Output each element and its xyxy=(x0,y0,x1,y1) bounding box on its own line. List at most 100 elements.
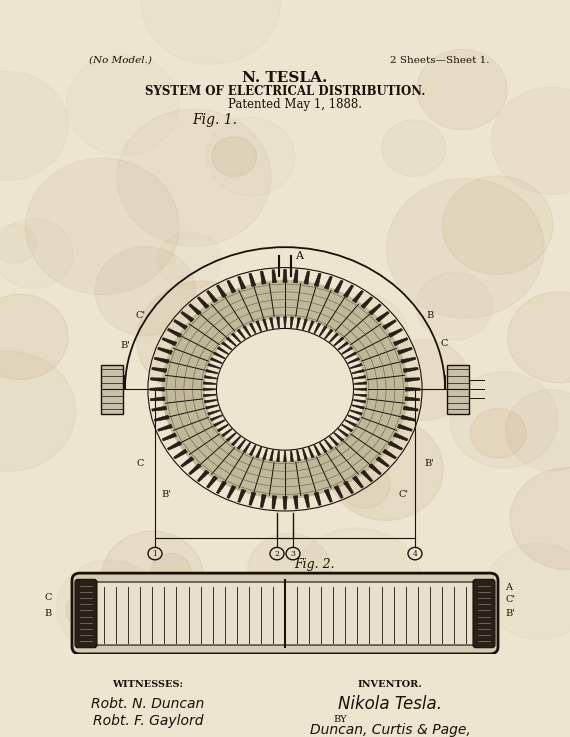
Polygon shape xyxy=(217,285,226,298)
Polygon shape xyxy=(204,399,217,403)
Polygon shape xyxy=(338,342,348,350)
Polygon shape xyxy=(270,450,274,461)
Polygon shape xyxy=(382,320,396,329)
Polygon shape xyxy=(168,441,182,450)
Polygon shape xyxy=(214,419,225,427)
Polygon shape xyxy=(303,449,307,460)
Polygon shape xyxy=(341,346,353,354)
Polygon shape xyxy=(207,410,220,415)
Text: Duncan, Curtis & Page,: Duncan, Curtis & Page, xyxy=(310,723,470,737)
Polygon shape xyxy=(334,433,344,441)
Circle shape xyxy=(261,591,331,653)
Polygon shape xyxy=(314,273,321,287)
Polygon shape xyxy=(284,451,286,462)
Text: A: A xyxy=(505,583,512,592)
Text: 4: 4 xyxy=(413,550,417,558)
Polygon shape xyxy=(348,357,360,363)
FancyBboxPatch shape xyxy=(75,579,97,648)
Polygon shape xyxy=(352,290,364,303)
Text: B: B xyxy=(426,310,433,320)
Polygon shape xyxy=(189,304,201,315)
Text: A: A xyxy=(295,251,303,261)
Polygon shape xyxy=(283,269,287,282)
Polygon shape xyxy=(210,415,222,421)
Polygon shape xyxy=(291,317,294,328)
Text: Robt. N. Duncan: Robt. N. Duncan xyxy=(91,696,205,710)
Polygon shape xyxy=(404,368,418,372)
Polygon shape xyxy=(222,429,232,437)
Polygon shape xyxy=(206,290,218,303)
Circle shape xyxy=(417,49,507,130)
Text: WITNESSES:: WITNESSES: xyxy=(112,680,184,688)
Polygon shape xyxy=(168,329,182,338)
Polygon shape xyxy=(341,425,353,432)
FancyBboxPatch shape xyxy=(72,573,498,654)
Polygon shape xyxy=(237,439,246,450)
Polygon shape xyxy=(344,285,353,298)
Circle shape xyxy=(210,582,259,625)
Polygon shape xyxy=(382,449,396,459)
Polygon shape xyxy=(238,276,246,290)
Polygon shape xyxy=(162,433,177,441)
Polygon shape xyxy=(361,297,373,309)
Text: C': C' xyxy=(505,595,515,604)
Circle shape xyxy=(102,531,203,621)
Polygon shape xyxy=(352,369,364,374)
Polygon shape xyxy=(150,378,165,382)
Polygon shape xyxy=(404,406,418,411)
Polygon shape xyxy=(348,415,360,421)
Polygon shape xyxy=(355,388,367,391)
Polygon shape xyxy=(238,489,246,503)
Polygon shape xyxy=(256,321,262,332)
Polygon shape xyxy=(329,436,339,446)
Polygon shape xyxy=(227,280,236,293)
Polygon shape xyxy=(203,388,215,391)
Polygon shape xyxy=(319,326,327,336)
Polygon shape xyxy=(350,363,363,368)
Polygon shape xyxy=(284,317,286,327)
Polygon shape xyxy=(314,323,321,334)
Polygon shape xyxy=(207,363,220,368)
Bar xyxy=(447,365,469,413)
Circle shape xyxy=(26,158,179,295)
Circle shape xyxy=(442,176,553,274)
Polygon shape xyxy=(214,352,225,359)
Polygon shape xyxy=(260,271,266,284)
Polygon shape xyxy=(181,312,194,322)
Polygon shape xyxy=(388,441,402,450)
Text: 2: 2 xyxy=(275,550,279,558)
Polygon shape xyxy=(334,337,344,346)
Polygon shape xyxy=(393,433,408,441)
Polygon shape xyxy=(353,375,366,379)
Polygon shape xyxy=(152,406,166,411)
Polygon shape xyxy=(272,496,276,509)
Text: C': C' xyxy=(135,310,145,320)
Circle shape xyxy=(491,87,570,195)
Polygon shape xyxy=(237,329,246,339)
Polygon shape xyxy=(344,481,353,494)
Circle shape xyxy=(205,318,365,460)
Polygon shape xyxy=(397,347,412,354)
Polygon shape xyxy=(162,338,177,346)
Text: B': B' xyxy=(505,609,515,618)
Polygon shape xyxy=(296,450,300,461)
Polygon shape xyxy=(303,319,307,329)
Polygon shape xyxy=(314,492,321,506)
Polygon shape xyxy=(334,280,343,293)
Polygon shape xyxy=(227,486,236,498)
Circle shape xyxy=(248,533,331,607)
Polygon shape xyxy=(324,489,332,503)
Polygon shape xyxy=(401,357,416,363)
Polygon shape xyxy=(249,445,256,455)
Polygon shape xyxy=(405,388,420,391)
Circle shape xyxy=(0,352,76,471)
Polygon shape xyxy=(324,276,332,290)
Polygon shape xyxy=(314,445,321,455)
Polygon shape xyxy=(249,323,256,334)
Text: B: B xyxy=(45,609,52,618)
Polygon shape xyxy=(376,312,389,322)
Polygon shape xyxy=(393,338,408,346)
Polygon shape xyxy=(308,321,314,332)
Polygon shape xyxy=(329,333,339,342)
FancyBboxPatch shape xyxy=(88,582,482,645)
